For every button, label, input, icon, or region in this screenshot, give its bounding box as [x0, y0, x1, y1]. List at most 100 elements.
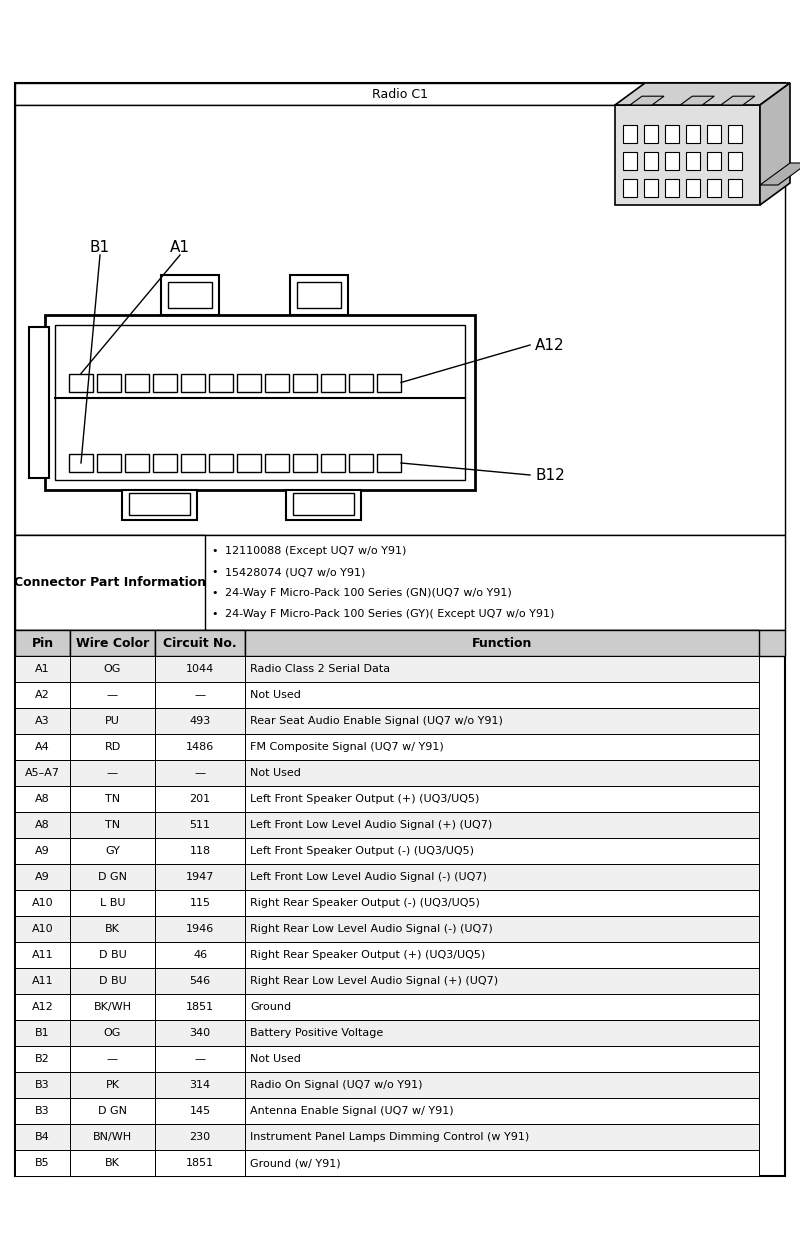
- Bar: [70, 759, 155, 786]
- Bar: [15, 1045, 70, 1072]
- Bar: [245, 891, 759, 916]
- Bar: [665, 179, 679, 197]
- Bar: [245, 708, 759, 734]
- Text: A5–A7: A5–A7: [25, 768, 60, 778]
- Bar: [286, 490, 361, 520]
- Text: B12: B12: [535, 467, 565, 482]
- Text: 340: 340: [190, 1028, 210, 1038]
- Text: A8: A8: [35, 794, 50, 804]
- Bar: [209, 453, 233, 472]
- Bar: [125, 453, 149, 472]
- Text: A10: A10: [32, 898, 54, 908]
- Bar: [245, 1020, 759, 1045]
- Text: Right Rear Speaker Output (+) (UQ3/UQ5): Right Rear Speaker Output (+) (UQ3/UQ5): [250, 950, 486, 960]
- Text: 115: 115: [190, 898, 210, 908]
- Bar: [70, 629, 155, 656]
- Text: B4: B4: [35, 1132, 50, 1142]
- Bar: [209, 373, 233, 391]
- Bar: [245, 1124, 759, 1150]
- Bar: [15, 1020, 70, 1045]
- Bar: [15, 916, 70, 942]
- Text: PU: PU: [105, 716, 120, 726]
- Text: A3: A3: [35, 716, 50, 726]
- Bar: [70, 968, 155, 994]
- Text: •: •: [212, 610, 218, 620]
- Bar: [153, 373, 177, 391]
- Text: OG: OG: [104, 1028, 121, 1038]
- Bar: [321, 373, 345, 391]
- Bar: [155, 1020, 245, 1045]
- Bar: [245, 994, 759, 1020]
- Text: A4: A4: [35, 742, 50, 752]
- Text: —: —: [107, 768, 118, 778]
- Text: 1851: 1851: [186, 1002, 214, 1012]
- Text: 15428074 (UQ7 w/o Y91): 15428074 (UQ7 w/o Y91): [225, 567, 366, 577]
- Bar: [377, 453, 401, 472]
- Bar: [70, 812, 155, 838]
- Bar: [623, 179, 637, 197]
- Bar: [349, 453, 373, 472]
- Text: Wire Color: Wire Color: [76, 637, 149, 649]
- Text: D BU: D BU: [98, 950, 126, 960]
- Bar: [15, 786, 70, 812]
- Bar: [245, 629, 759, 656]
- Bar: [265, 373, 289, 391]
- Bar: [245, 812, 759, 838]
- Bar: [686, 125, 700, 142]
- Bar: [15, 682, 70, 708]
- Text: GY: GY: [105, 846, 120, 856]
- Bar: [707, 179, 721, 197]
- Bar: [155, 916, 245, 942]
- Bar: [293, 453, 317, 472]
- Text: A11: A11: [32, 975, 54, 985]
- Bar: [15, 994, 70, 1020]
- Text: A12: A12: [535, 337, 565, 352]
- Bar: [623, 125, 637, 142]
- Text: BK: BK: [105, 1158, 120, 1168]
- Bar: [245, 1072, 759, 1098]
- Text: A10: A10: [32, 924, 54, 934]
- Text: FM Composite Signal (UQ7 w/ Y91): FM Composite Signal (UQ7 w/ Y91): [250, 742, 444, 752]
- Text: A11: A11: [32, 950, 54, 960]
- Bar: [245, 734, 759, 759]
- Text: TN: TN: [105, 821, 120, 831]
- Bar: [245, 916, 759, 942]
- Bar: [181, 373, 205, 391]
- Bar: [644, 179, 658, 197]
- Text: —: —: [107, 689, 118, 699]
- Bar: [155, 994, 245, 1020]
- Bar: [615, 105, 760, 205]
- Text: Circuit No.: Circuit No.: [163, 637, 237, 649]
- Bar: [15, 942, 70, 968]
- Bar: [15, 535, 785, 629]
- Bar: [70, 1045, 155, 1072]
- Bar: [15, 864, 70, 891]
- Bar: [153, 453, 177, 472]
- Text: TN: TN: [105, 794, 120, 804]
- Bar: [155, 838, 245, 864]
- Bar: [155, 891, 245, 916]
- Bar: [70, 1098, 155, 1124]
- Bar: [293, 373, 317, 391]
- Polygon shape: [680, 96, 714, 105]
- Bar: [15, 838, 70, 864]
- Bar: [293, 493, 354, 515]
- Bar: [665, 125, 679, 142]
- Bar: [29, 327, 49, 478]
- Bar: [237, 453, 261, 472]
- Text: Ground: Ground: [250, 1002, 291, 1012]
- Bar: [155, 759, 245, 786]
- Bar: [245, 838, 759, 864]
- Text: 145: 145: [190, 1107, 210, 1117]
- Bar: [15, 759, 70, 786]
- Bar: [130, 493, 190, 515]
- Text: BN/WH: BN/WH: [93, 1132, 132, 1142]
- Bar: [623, 152, 637, 170]
- Text: Not Used: Not Used: [250, 768, 301, 778]
- Text: •: •: [212, 588, 218, 598]
- Text: Radio On Signal (UQ7 w/o Y91): Radio On Signal (UQ7 w/o Y91): [250, 1080, 422, 1090]
- Bar: [15, 656, 70, 682]
- Bar: [70, 786, 155, 812]
- Bar: [245, 786, 759, 812]
- Text: Left Front Speaker Output (+) (UQ3/UQ5): Left Front Speaker Output (+) (UQ3/UQ5): [250, 794, 479, 804]
